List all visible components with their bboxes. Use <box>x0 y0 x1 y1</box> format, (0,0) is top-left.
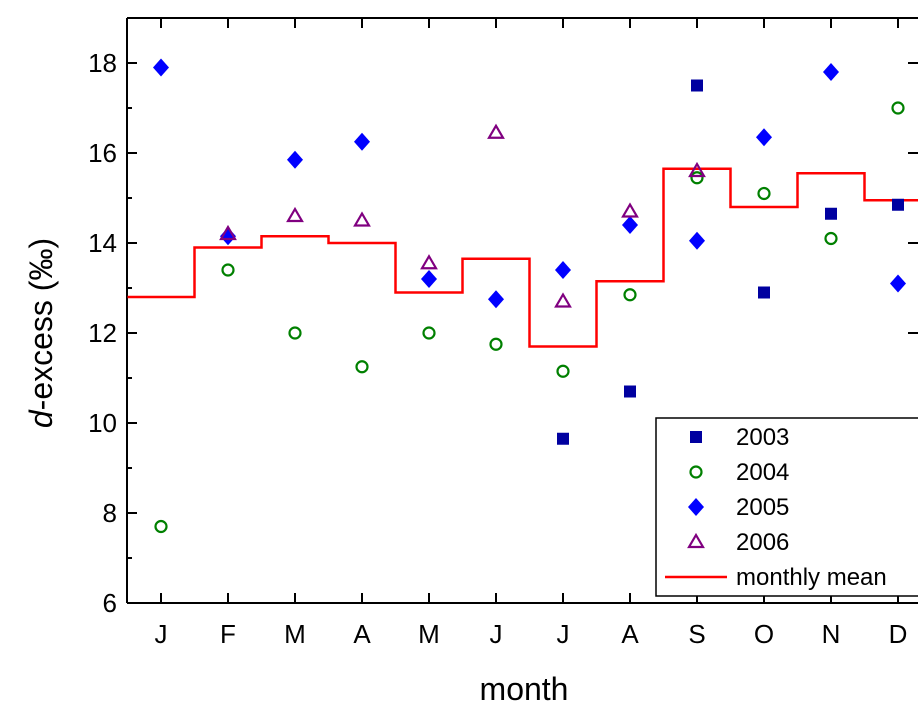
x-tick-label: J <box>155 619 168 649</box>
point-2005 <box>421 270 437 288</box>
point-2005 <box>689 231 705 250</box>
point-2004 <box>489 337 503 351</box>
point-2004 <box>623 288 637 302</box>
point-2004 <box>422 326 436 340</box>
legend-label: 2006 <box>736 529 789 556</box>
series-2006 <box>219 123 706 308</box>
point-2004 <box>556 364 570 378</box>
y-tick-label: 14 <box>88 228 117 258</box>
point-2005 <box>488 290 504 309</box>
point-2006 <box>353 211 371 227</box>
point-2006 <box>688 161 706 178</box>
y-tick-label: 12 <box>88 318 117 348</box>
y-tick-label: 6 <box>103 588 117 618</box>
legend-swatch <box>688 498 704 516</box>
point-2003 <box>624 385 636 398</box>
point-2004 <box>221 263 235 277</box>
point-2006 <box>554 292 572 308</box>
legend-swatch <box>689 465 703 479</box>
y-tick-label: 10 <box>88 408 117 438</box>
point-2005 <box>287 150 303 169</box>
point-2006 <box>219 224 237 241</box>
point-2005 <box>555 261 571 279</box>
point-2004 <box>154 519 168 534</box>
point-2005 <box>823 63 839 81</box>
point-2004 <box>690 171 704 185</box>
point-2006 <box>487 123 505 139</box>
series-2005 <box>153 58 906 309</box>
point-2005 <box>622 216 638 234</box>
legend: 2003 2004 2005 2006 monthly mean <box>655 417 918 597</box>
point-2005 <box>354 132 370 151</box>
point-2006 <box>420 254 438 270</box>
point-2005 <box>153 58 169 77</box>
legend-label: 2004 <box>736 459 789 486</box>
point-2004 <box>757 186 771 201</box>
x-tick-label: D <box>889 619 908 649</box>
x-tick-label: M <box>418 619 440 649</box>
y-axis-title: d-excess (‰) <box>23 238 59 428</box>
x-tick-label: A <box>621 619 639 649</box>
point-2006 <box>286 206 304 223</box>
legend-label: 2003 <box>736 424 789 451</box>
point-2003 <box>557 432 569 445</box>
x-tick-label: M <box>284 619 306 649</box>
series-2004 <box>154 101 905 534</box>
point-2005 <box>890 274 906 293</box>
point-2004 <box>288 326 302 340</box>
point-2003 <box>892 198 904 211</box>
x-tick-label: O <box>754 619 774 649</box>
point-2005 <box>756 128 772 147</box>
point-2004 <box>355 360 369 374</box>
point-2004 <box>891 101 905 115</box>
monthly-mean-step-line <box>127 167 918 348</box>
point-2003 <box>758 286 770 299</box>
series-layer <box>127 58 918 534</box>
x-tick-label: J <box>557 619 570 649</box>
point-2004 <box>824 231 838 246</box>
y-tick-label: 8 <box>103 498 117 528</box>
legend-label: monthly mean <box>736 564 887 591</box>
x-tick-label: N <box>822 619 841 649</box>
y-tick-label: 16 <box>88 138 117 168</box>
x-tick-label: F <box>220 619 236 649</box>
series-2003 <box>557 79 904 445</box>
x-axis-title: month <box>480 671 569 706</box>
y-axis-title-italic: d <box>23 409 59 428</box>
y-axis-title-rest: -excess (‰) <box>23 238 59 410</box>
x-tick-label: A <box>353 619 371 649</box>
y-tick-label: 18 <box>88 48 117 78</box>
plot-frame <box>126 17 918 604</box>
x-tick-label: J <box>490 619 503 649</box>
point-2003 <box>825 207 837 220</box>
point-2006 <box>621 202 639 218</box>
legend-swatch <box>687 532 705 549</box>
x-tick-label: S <box>688 619 705 649</box>
point-2003 <box>691 79 703 92</box>
legend-swatch <box>690 431 702 443</box>
y-axis: 6 8 10 12 14 16 18 <box>88 48 918 618</box>
legend-label: 2005 <box>736 494 789 521</box>
